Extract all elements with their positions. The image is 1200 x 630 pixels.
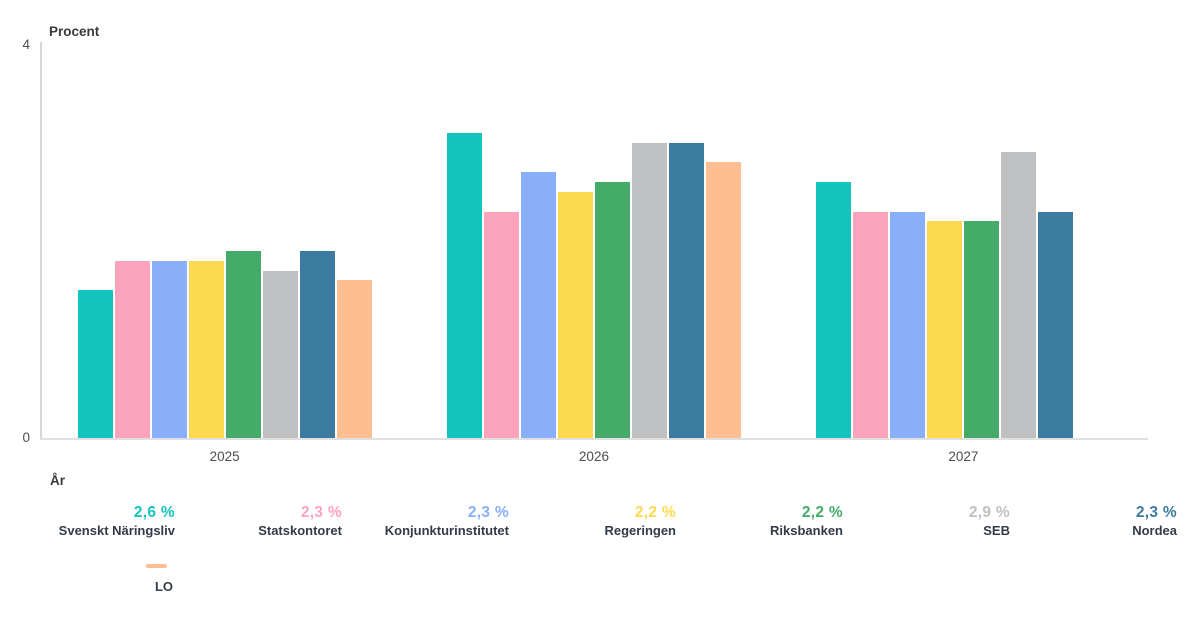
legend-label-lo: LO [154, 579, 173, 594]
legend-item-nordea: 2,3 % Nordea [1010, 503, 1177, 539]
y-axis-line [40, 42, 42, 440]
y-axis-title: Procent [49, 24, 100, 39]
legend-value-konjunkturinstitutet: 2,3 % [467, 504, 509, 521]
legend-label-nordea: Nordea [1132, 523, 1177, 538]
legend-label-regeringen: Regeringen [604, 523, 676, 538]
bar-regeringen-2027[interactable] [927, 221, 963, 438]
bar-riksbanken-2027[interactable] [964, 221, 1000, 438]
bar-konjunkturinstitutet-2026[interactable] [520, 172, 556, 438]
bar-svenskt-naringsliv-2025[interactable] [77, 290, 113, 439]
legend-value-svenskt-naringsliv: 2,6 % [133, 504, 175, 521]
legend-value-regeringen: 2,2 % [634, 504, 676, 521]
bar-svenskt-naringsliv-2026[interactable] [446, 132, 482, 438]
bar-konjunkturinstitutet-2027[interactable] [890, 211, 926, 438]
bar-statskontoret-2026[interactable] [483, 211, 519, 438]
legend-item-regeringen: 2,2 % Regeringen [509, 503, 676, 539]
bar-nordea-2025[interactable] [299, 250, 335, 438]
bar-konjunkturinstitutet-2025[interactable] [151, 260, 187, 438]
bar-seb-2027[interactable] [1001, 152, 1037, 438]
legend-item-konjunkturinstitutet: 2,3 % Konjunkturinstitutet [342, 503, 509, 539]
legend-value-seb: 2,9 % [968, 504, 1010, 521]
x-tick-2027: 2027 [948, 449, 979, 464]
legend-label-konjunkturinstitutet: Konjunkturinstitutet [384, 523, 509, 538]
x-tick-2026: 2026 [578, 449, 609, 464]
bar-seb-2025[interactable] [262, 270, 298, 438]
legend-value-riksbanken: 2,2 % [801, 504, 843, 521]
legend-item-svenskt-naringsliv: 2,6 % Svenskt Näringsliv [8, 503, 175, 539]
legend-item-statskontoret: 2,3 % Statskontoret [175, 503, 342, 539]
bar-statskontoret-2025[interactable] [114, 260, 150, 438]
bar-statskontoret-2027[interactable] [853, 211, 889, 438]
x-tick-2025: 2025 [209, 449, 240, 464]
bar-lo-2025[interactable] [336, 280, 372, 438]
legend-label-seb: SEB [983, 523, 1010, 538]
bar-riksbanken-2025[interactable] [225, 250, 261, 438]
bar-lo-2026[interactable] [705, 162, 741, 438]
legend-row-2: LO [8, 557, 1177, 595]
legend-value-nordea: 2,3 % [1135, 504, 1177, 521]
bar-regeringen-2026[interactable] [557, 191, 593, 439]
legend-item-lo: LO [8, 557, 175, 595]
legend-item-riksbanken: 2,2 % Riksbanken [676, 503, 843, 539]
bar-svenskt-naringsliv-2027[interactable] [816, 181, 852, 438]
bar-nordea-2027[interactable] [1038, 211, 1074, 438]
legend-value-statskontoret: 2,3 % [300, 504, 342, 521]
bar-regeringen-2025[interactable] [188, 260, 224, 438]
y-tick-4: 4 [22, 37, 30, 52]
x-axis-line [40, 438, 1148, 440]
legend: 2,6 % Svenskt Näringsliv 2,3 % Statskontore… [8, 503, 1177, 539]
legend-dash-swatch-lo [146, 564, 167, 568]
y-tick-0: 0 [22, 430, 30, 445]
legend-label-statskontoret: Statskontoret [258, 523, 342, 538]
bar-riksbanken-2026[interactable] [594, 181, 630, 438]
bar-seb-2026[interactable] [631, 142, 667, 438]
legend-item-seb: 2,9 % SEB [843, 503, 1010, 539]
x-axis-title: År [50, 473, 66, 488]
legend-label-riksbanken: Riksbanken [770, 523, 843, 538]
bar-nordea-2026[interactable] [668, 142, 704, 438]
legend-label-svenskt-naringsliv: Svenskt Näringsliv [58, 523, 175, 538]
